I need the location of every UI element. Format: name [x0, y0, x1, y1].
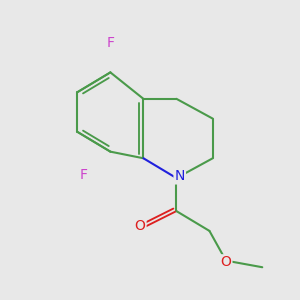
Text: O: O: [135, 219, 146, 233]
Text: F: F: [106, 36, 114, 50]
Text: F: F: [80, 168, 88, 182]
Text: O: O: [220, 255, 231, 269]
Text: N: N: [175, 169, 185, 183]
